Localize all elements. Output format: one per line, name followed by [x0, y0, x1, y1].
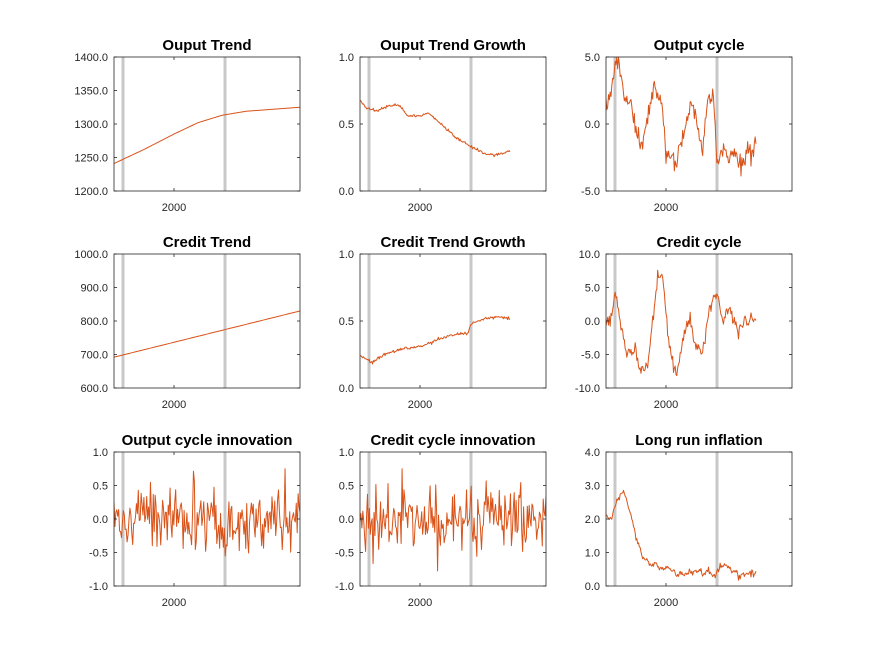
x-tick-label: 2000	[654, 399, 678, 411]
subplot-title: Ouput Trend	[162, 37, 251, 54]
y-tick-label: 0.0	[93, 514, 108, 526]
subplot-3: 5.0 0.0 -5.0 2000 Output cycle	[581, 37, 793, 214]
subplot-title: Credit cycle	[656, 234, 741, 251]
subplot-title: Output cycle innovation	[122, 432, 293, 449]
plot-area	[114, 57, 300, 191]
series-line	[606, 269, 757, 377]
subplot-2: 1.0 0.5 0.0 2000 Ouput Trend Growth	[339, 37, 547, 214]
x-tick-label: 2000	[408, 399, 432, 411]
plot-area	[114, 254, 300, 388]
x-tick-label: 2000	[162, 399, 186, 411]
y-tick-label: 1250.0	[74, 153, 108, 165]
plot-area	[606, 452, 792, 586]
y-tick-label: 0.5	[93, 481, 108, 493]
y-tick-label: -5.0	[581, 350, 600, 362]
y-tick-label: 1000.0	[74, 249, 108, 261]
y-tick-label: -1.0	[335, 581, 354, 593]
plot-area	[606, 254, 792, 388]
y-tick-label: 0.0	[585, 316, 600, 328]
x-tick-label: 2000	[162, 597, 186, 609]
subplot-title: Credit Trend Growth	[380, 234, 525, 251]
y-tick-label: -0.5	[335, 548, 354, 560]
y-tick-label: 1.0	[339, 52, 354, 64]
subplot-title: Output cycle	[654, 37, 745, 54]
x-tick-label: 2000	[162, 202, 186, 214]
x-tick-label: 2000	[408, 202, 432, 214]
y-tick-label: 3.0	[585, 481, 600, 493]
y-tick-label: 1400.0	[74, 52, 108, 64]
subplot-title: Long run inflation	[635, 432, 762, 449]
y-tick-label: 700.0	[80, 350, 108, 362]
y-tick-label: -1.0	[89, 581, 108, 593]
subplot-8: 1.0 0.5 0.0 -0.5 -1.0 2000 Credit cycle innova…	[335, 432, 547, 609]
series-line	[114, 310, 300, 358]
y-tick-label: 0.5	[339, 316, 354, 328]
series-line	[114, 106, 300, 164]
y-tick-label: 800.0	[80, 316, 108, 328]
y-tick-label: 0.0	[585, 581, 600, 593]
y-tick-label: 1.0	[585, 548, 600, 560]
plot-area	[360, 254, 546, 388]
subplot-4: 1000.0 900.0 800.0 700.0 600.0 2000 Credit Tre…	[74, 234, 301, 411]
subplot-7: 1.0 0.5 0.0 -0.5 -1.0 2000 Output cycle innova…	[89, 432, 301, 609]
y-tick-label: 1350.0	[74, 86, 108, 98]
series-line	[606, 489, 757, 581]
subplot-1: 1400.0 1350.0 1300.0 1250.0 1200.0 2000 Ouput …	[74, 37, 301, 214]
series-line	[606, 57, 757, 177]
y-tick-label: 1.0	[339, 447, 354, 459]
subplot-9: 4.0 3.0 2.0 1.0 0.0 2000 Long run inflation	[585, 432, 793, 609]
y-tick-label: 1.0	[339, 249, 354, 261]
y-tick-label: 5.0	[585, 52, 600, 64]
y-tick-label: 1300.0	[74, 119, 108, 131]
subplot-5: 1.0 0.5 0.0 2000 Credit Trend Growth	[339, 234, 547, 411]
series-line	[360, 468, 546, 572]
y-tick-label: 10.0	[579, 249, 600, 261]
y-tick-label: 900.0	[80, 283, 108, 295]
y-tick-label: 1200.0	[74, 186, 108, 198]
series-line	[114, 468, 300, 557]
y-tick-label: 2.0	[585, 514, 600, 526]
y-tick-label: 600.0	[80, 383, 108, 395]
y-tick-label: 0.5	[339, 481, 354, 493]
y-tick-label: -10.0	[575, 383, 600, 395]
y-tick-label: 0.0	[339, 186, 354, 198]
series-line	[360, 99, 511, 158]
y-tick-label: 4.0	[585, 447, 600, 459]
y-tick-label: 0.0	[339, 383, 354, 395]
x-tick-label: 2000	[654, 202, 678, 214]
subplot-6: 10.0 5.0 0.0 -5.0 -10.0 2000 Credit cycle	[575, 234, 793, 411]
x-tick-label: 2000	[408, 597, 432, 609]
y-tick-label: 1.0	[93, 447, 108, 459]
y-tick-label: -5.0	[581, 186, 600, 198]
y-tick-label: 0.0	[585, 119, 600, 131]
y-tick-label: 0.5	[339, 119, 354, 131]
plot-area	[606, 57, 792, 191]
y-tick-label: 5.0	[585, 283, 600, 295]
x-tick-label: 2000	[654, 597, 678, 609]
subplot-title: Ouput Trend Growth	[380, 37, 526, 54]
series-line	[360, 315, 511, 365]
subplot-title: Credit cycle innovation	[370, 432, 535, 449]
y-tick-label: 0.0	[339, 514, 354, 526]
plot-area	[360, 57, 546, 191]
subplot-title: Credit Trend	[163, 234, 251, 251]
y-tick-label: -0.5	[89, 548, 108, 560]
